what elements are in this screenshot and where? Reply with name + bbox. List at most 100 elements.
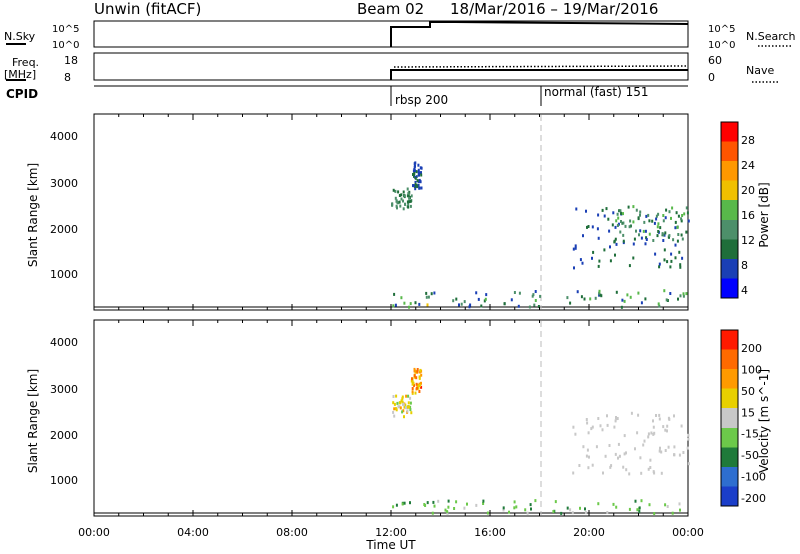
data-point <box>475 503 478 507</box>
data-point <box>622 239 625 243</box>
data-point <box>681 256 684 260</box>
data-point <box>576 290 579 294</box>
data-point <box>634 499 637 503</box>
data-point <box>433 291 436 295</box>
data-point <box>674 220 677 224</box>
data-point <box>652 239 655 242</box>
data-point <box>611 223 614 227</box>
data-point <box>637 413 640 417</box>
data-point <box>594 296 597 300</box>
date-range-title: 18/Mar/2016 – 19/Mar/2016 <box>450 0 658 18</box>
data-point <box>419 180 422 184</box>
data-point <box>585 209 587 213</box>
data-point <box>510 298 513 302</box>
nave-trace <box>393 65 689 68</box>
data-point <box>615 242 618 246</box>
data-point <box>413 383 415 387</box>
data-point <box>590 427 593 431</box>
data-point <box>674 243 677 247</box>
data-point <box>417 384 420 388</box>
data-point <box>414 187 417 191</box>
data-point <box>409 401 412 405</box>
data-point <box>402 402 404 406</box>
data-point <box>401 502 404 506</box>
colorbar-tick-label: -50 <box>741 449 759 462</box>
cpid-segment-normal: normal (fast) 151 <box>544 85 648 99</box>
data-point <box>584 511 587 515</box>
data-point <box>420 373 423 377</box>
data-point <box>640 301 643 305</box>
data-point <box>418 370 421 374</box>
data-point <box>679 265 682 269</box>
data-point <box>652 419 654 423</box>
data-point <box>674 226 677 230</box>
data-point <box>605 207 608 211</box>
data-point <box>453 507 456 510</box>
data-point <box>655 217 658 221</box>
data-point <box>608 444 611 447</box>
data-point <box>677 297 679 301</box>
power-ylabel: Slant Range [km] <box>26 163 40 267</box>
data-point <box>566 296 569 300</box>
data-point <box>579 258 582 262</box>
data-point <box>664 428 667 432</box>
data-point <box>560 511 563 515</box>
data-point <box>597 236 600 240</box>
data-point <box>616 212 619 216</box>
data-point <box>403 501 406 505</box>
data-point <box>612 211 615 215</box>
data-point <box>394 189 397 193</box>
power-colorbar-ticks: 28 24 20 16 12 8 4 <box>741 134 755 297</box>
data-point <box>609 465 612 469</box>
freq-tick-top: 18 <box>64 54 78 67</box>
data-point <box>659 226 662 230</box>
data-point <box>618 454 621 458</box>
data-point <box>397 190 400 194</box>
data-point <box>598 293 601 297</box>
data-point <box>447 505 450 509</box>
data-point <box>640 236 643 240</box>
data-point <box>679 294 682 298</box>
colorbar-tick-label: 200 <box>741 342 762 355</box>
data-point <box>598 259 601 263</box>
data-point <box>595 445 598 449</box>
data-point <box>418 384 421 387</box>
data-point <box>420 173 423 177</box>
colorbar-tick-label: -200 <box>741 492 766 505</box>
data-point <box>640 471 643 475</box>
data-point <box>393 407 396 411</box>
colorbar-tick-label: 20 <box>741 184 755 197</box>
power-ytick-1000: 1000 <box>50 268 78 281</box>
data-point <box>629 219 632 223</box>
data-point <box>626 293 629 297</box>
data-point <box>642 443 645 447</box>
data-point <box>587 466 590 470</box>
data-point <box>409 302 412 306</box>
data-point <box>444 508 447 512</box>
data-point <box>662 239 665 242</box>
data-point <box>407 401 410 405</box>
data-point <box>606 511 609 514</box>
data-point <box>414 391 417 395</box>
data-point <box>662 219 665 223</box>
data-point <box>446 511 449 515</box>
data-point <box>393 292 396 296</box>
data-point <box>658 262 661 266</box>
data-point <box>666 260 669 264</box>
data-point <box>606 423 609 427</box>
data-point <box>679 508 681 512</box>
data-point <box>632 220 635 224</box>
data-point <box>407 205 410 209</box>
data-point <box>411 390 414 394</box>
data-point <box>681 214 684 217</box>
data-point <box>678 502 681 506</box>
data-point <box>660 471 663 475</box>
data-point <box>413 174 415 178</box>
data-point <box>417 168 420 172</box>
data-point <box>622 221 625 225</box>
colorbar-tick-label: 8 <box>741 259 748 272</box>
data-point <box>597 417 600 420</box>
data-point <box>425 291 428 295</box>
data-point <box>622 465 625 469</box>
data-point <box>658 417 661 421</box>
